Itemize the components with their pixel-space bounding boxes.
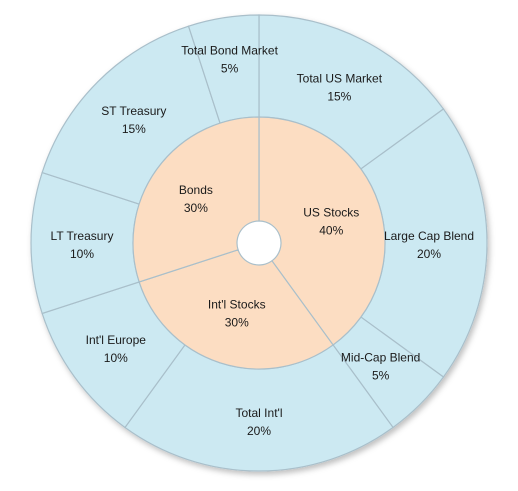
inner-label-bonds: Bonds 30% — [179, 183, 213, 215]
outer-label-large-cap-blend: Large Cap Blend 20% — [384, 229, 474, 261]
outer-label-lt-treasury: LT Treasury 10% — [51, 229, 114, 261]
outer-label-st-treasury: ST Treasury 15% — [101, 104, 166, 136]
outer-label-total-us-market: Total US Market 15% — [297, 71, 383, 103]
outer-label-mid-cap-blend: Mid-Cap Blend 5% — [341, 351, 420, 383]
inner-label-int-l-stocks: Int'l Stocks 30% — [208, 297, 266, 329]
inner-slice-bonds — [132, 116, 260, 283]
outer-label-total-int-l: Total Int'l 20% — [236, 406, 283, 438]
inner-slice-us-stocks — [258, 116, 386, 346]
outer-label-total-bond-market: Total Bond Market 5% — [181, 43, 278, 75]
inner-label-us-stocks: US Stocks 40% — [303, 206, 359, 238]
inner-slice-int-l-stocks — [138, 249, 334, 370]
inner-ring — [132, 116, 386, 370]
outer-label-int-l-europe: Int'l Europe 10% — [86, 333, 147, 365]
slice-labels: Total US Market 15% Large Cap Blend 20% Mid-… — [51, 43, 475, 438]
outer-ring — [30, 14, 488, 472]
